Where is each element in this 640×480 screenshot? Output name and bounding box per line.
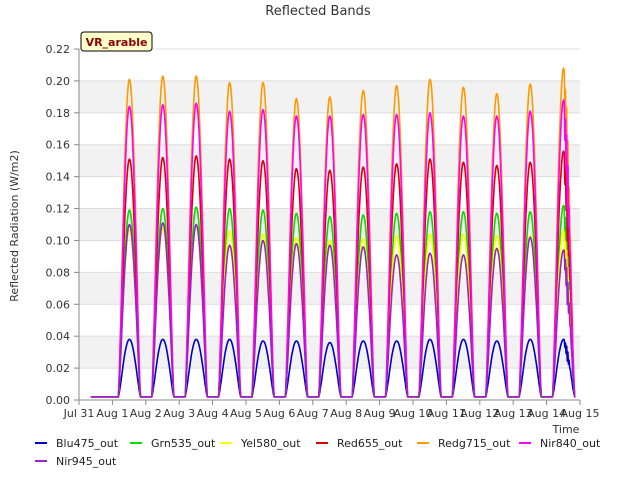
grid-band <box>79 208 580 241</box>
grid-band <box>79 176 580 209</box>
y-tick-label: 0.14 <box>46 171 71 184</box>
legend-label: Nir945_out <box>56 455 117 468</box>
legend-label: Nir840_out <box>540 437 601 450</box>
y-tick-label: 0.00 <box>46 394 71 407</box>
y-tick-label: 0.22 <box>46 43 71 56</box>
x-tick-label: Jul 31 <box>63 407 95 420</box>
y-tick-label: 0.06 <box>46 298 71 311</box>
y-tick-label: 0.10 <box>46 234 71 247</box>
x-tick-label: Aug 10 <box>394 407 433 420</box>
y-tick-label: 0.16 <box>46 139 71 152</box>
chart-title: Reflected Bands <box>265 4 371 19</box>
y-tick-label: 0.08 <box>46 266 71 279</box>
x-tick-label: Aug 9 <box>364 407 396 420</box>
grid-band <box>79 304 580 337</box>
series-lines <box>90 67 576 398</box>
y-axis-ticks: 0.00 0.02 0.04 0.06 0.08 0.10 0.12 0.14 0.16 0.18… <box>46 43 79 407</box>
x-tick-label: Aug 12 <box>460 407 499 420</box>
y-tick-label: 0.20 <box>46 75 71 88</box>
axes <box>78 49 580 401</box>
x-tick-label: Aug 14 <box>527 407 566 420</box>
x-axis-ticks: Jul 31 Aug 1 Aug 2 Aug 3 Aug 4 Aug 5 Aug 6 Aug … <box>63 400 600 420</box>
legend-label: Redg715_out <box>438 437 511 450</box>
series-line-nir945_out <box>90 222 576 398</box>
y-axis-title: Reflected Radiation (W/m2) <box>8 150 21 302</box>
legend-label: Blu475_out <box>56 437 119 450</box>
grid-band <box>79 272 580 305</box>
grid-band <box>79 49 580 81</box>
y-tick-label: 0.04 <box>46 330 71 343</box>
site-badge-label: VR_arable <box>86 36 148 49</box>
x-tick-label: Aug 7 <box>297 407 329 420</box>
x-tick-label: Aug 15 <box>561 407 600 420</box>
site-badge: VR_arable <box>80 31 153 52</box>
legend: Blu475_out Grn535_out Yel580_out Red655_out… <box>35 437 601 468</box>
x-tick-label: Aug 1 <box>96 407 128 420</box>
x-tick-label: Aug 5 <box>230 407 262 420</box>
legend-label: Yel580_out <box>240 437 301 450</box>
x-tick-label: Aug 6 <box>263 407 295 420</box>
y-tick-label: 0.18 <box>46 107 71 120</box>
x-tick-label: Aug 4 <box>197 407 229 420</box>
x-tick-label: Aug 13 <box>494 407 533 420</box>
x-tick-label: Aug 8 <box>330 407 362 420</box>
legend-label: Red655_out <box>337 437 403 450</box>
grid-band <box>79 368 580 400</box>
x-tick-label: Aug 2 <box>130 407 162 420</box>
y-tick-label: 0.12 <box>46 203 71 216</box>
x-axis-title: Time <box>552 423 580 436</box>
y-tick-label: 0.02 <box>46 362 71 375</box>
x-tick-label: Aug 3 <box>163 407 195 420</box>
x-tick-label: Aug 11 <box>427 407 466 420</box>
legend-label: Grn535_out <box>151 437 216 450</box>
